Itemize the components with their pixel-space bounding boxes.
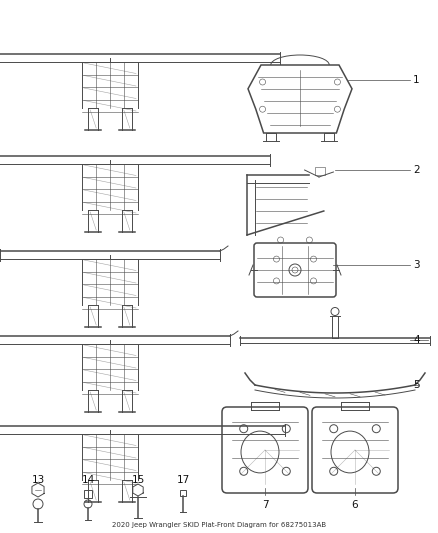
Text: 15: 15 <box>131 475 145 485</box>
Text: 7: 7 <box>261 500 268 510</box>
Text: 3: 3 <box>413 260 420 270</box>
Bar <box>315 167 325 175</box>
Text: 14: 14 <box>81 475 95 485</box>
Bar <box>84 490 92 498</box>
Text: 13: 13 <box>32 475 45 485</box>
Text: 1: 1 <box>413 75 420 85</box>
Text: 17: 17 <box>177 475 190 485</box>
Text: 2020 Jeep Wrangler SKID Plat-Front Diagram for 68275013AB: 2020 Jeep Wrangler SKID Plat-Front Diagr… <box>112 522 326 528</box>
Text: 5: 5 <box>413 380 420 390</box>
Text: 2: 2 <box>413 165 420 175</box>
Text: 6: 6 <box>352 500 358 510</box>
Text: 4: 4 <box>413 335 420 345</box>
Bar <box>180 490 186 496</box>
